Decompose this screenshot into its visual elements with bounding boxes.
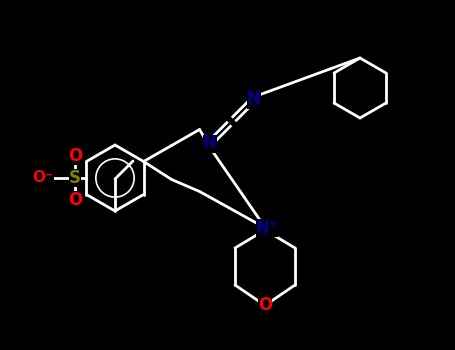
Text: O: O: [68, 191, 82, 209]
Text: O: O: [258, 296, 272, 314]
Text: O⁻: O⁻: [32, 170, 54, 186]
Text: S: S: [69, 169, 81, 187]
Text: N: N: [247, 91, 261, 108]
Text: N⁺: N⁺: [256, 219, 278, 237]
Text: O: O: [68, 147, 82, 165]
Text: N: N: [202, 134, 217, 153]
